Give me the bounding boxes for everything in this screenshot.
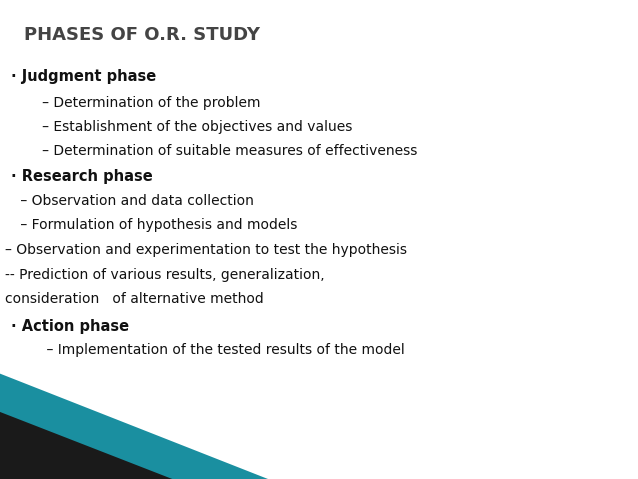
Text: · Judgment phase: · Judgment phase [11,69,157,84]
Text: – Determination of the problem: – Determination of the problem [29,96,260,110]
Text: – Observation and experimentation to test the hypothesis: – Observation and experimentation to tes… [5,243,407,257]
Text: consideration   of alternative method: consideration of alternative method [5,292,264,306]
Text: PHASES OF O.R. STUDY: PHASES OF O.R. STUDY [24,26,260,45]
Text: – Observation and data collection: – Observation and data collection [16,194,254,208]
Text: – Formulation of hypothesis and models: – Formulation of hypothesis and models [16,218,297,232]
Text: -- Prediction of various results, generalization,: -- Prediction of various results, genera… [5,268,325,282]
Text: – Implementation of the tested results of the model: – Implementation of the tested results o… [29,343,404,357]
Text: – Determination of suitable measures of effectiveness: – Determination of suitable measures of … [29,144,417,158]
Text: · Research phase: · Research phase [11,169,153,183]
Text: – Establishment of the objectives and values: – Establishment of the objectives and va… [29,120,352,134]
Text: · Action phase: · Action phase [11,319,130,333]
